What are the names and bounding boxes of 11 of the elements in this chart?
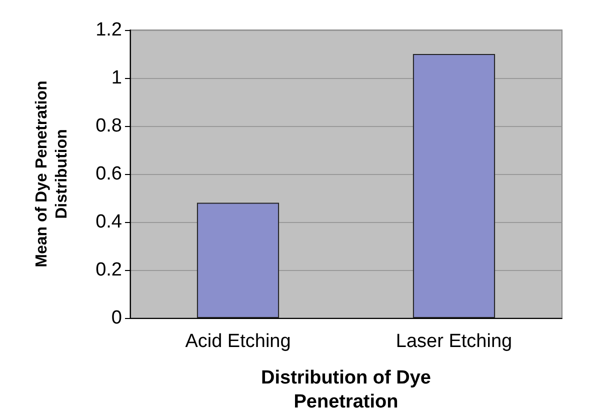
y-tick-label: 0.2 [96, 260, 122, 280]
x-tick-label: Laser Etching [396, 331, 512, 352]
y-tick-label: 0.8 [96, 116, 122, 136]
x-axis-title: Distribution of Dye Penetration [261, 368, 431, 412]
y-tick-label: 0.6 [96, 164, 122, 184]
y-tick-label: 0.4 [96, 212, 122, 232]
y-tick-label: 1.2 [96, 20, 122, 40]
y-axis-title: Mean of Dye Penetration Distribution [34, 80, 70, 268]
y-tick-label: 0 [111, 308, 122, 328]
x-tick-label: Acid Etching [185, 331, 291, 352]
y-tick-label: 1 [111, 68, 122, 88]
